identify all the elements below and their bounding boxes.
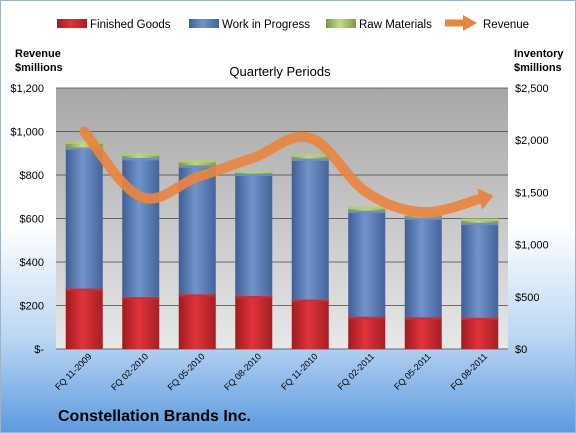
bar-raw-materials	[65, 141, 103, 148]
bar-finished-goods	[404, 317, 442, 349]
revenue-line	[79, 126, 494, 217]
bar-work-in-progress-cap	[404, 217, 442, 220]
left-tick-label: $1,000	[10, 127, 44, 139]
x-tick-label: FQ 05-2011	[392, 351, 433, 392]
bar-work-in-progress	[404, 217, 442, 318]
bar-work-in-progress	[65, 147, 103, 289]
bar-work-in-progress-cap	[348, 210, 386, 214]
bar-finished-goods-cap	[404, 317, 442, 320]
bar-work-in-progress	[348, 210, 386, 317]
legend-swatch-raw-materials	[326, 19, 356, 28]
bar-work-in-progress-cap	[65, 147, 103, 151]
left-axis-title-line1: Revenue	[15, 48, 61, 60]
left-axis-ticks: $- $200 $400 $600 $800 $1,000 $1,200	[10, 83, 44, 356]
bar-finished-goods-cap	[461, 317, 499, 321]
bar-work-in-progress	[122, 157, 160, 297]
x-tick-label: FQ 11-2009	[53, 351, 94, 392]
bar-raw-materials-cap	[461, 218, 499, 221]
x-tick-label: FQ 08-2011	[449, 351, 490, 392]
bar-finished-goods-cap	[235, 295, 273, 299]
right-tick-label: $500	[515, 292, 539, 304]
bar-finished-goods-cap	[178, 294, 216, 297]
revenue-arrowhead	[477, 188, 494, 210]
bar-finished-goods-cap	[122, 296, 160, 300]
bar-work-in-progress-cap	[178, 165, 216, 168]
bar-raw-materials-cap	[291, 154, 329, 157]
bar-finished-goods-cap	[65, 288, 103, 291]
x-tick-label: FQ 08-2010	[222, 351, 263, 392]
bar-work-in-progress-cap	[291, 158, 329, 161]
bar-finished-goods-cap	[348, 316, 386, 320]
x-tick-label: FQ 05-2010	[166, 351, 207, 392]
bar-finished-goods-cap	[291, 299, 329, 302]
right-tick-label: $2,000	[515, 135, 549, 147]
bar-work-in-progress	[235, 173, 273, 296]
legend-label-work-in-progress: Work in Progress	[222, 19, 310, 31]
left-tick-label: $-	[34, 344, 44, 356]
bar-raw-materials-cap	[122, 153, 160, 156]
bar-work-in-progress	[461, 222, 499, 318]
legend-label-raw-materials: Raw Materials	[359, 19, 432, 31]
left-tick-label: $400	[20, 257, 44, 269]
legend-label-finished-goods: Finished Goods	[90, 19, 171, 31]
left-tick-label: $200	[20, 301, 44, 313]
x-tick-label: FQ 02-2011	[336, 351, 377, 392]
legend-swatch-revenue	[445, 15, 477, 31]
bar-raw-materials-cap	[65, 141, 103, 144]
legend-swatch-finished-goods	[57, 19, 87, 28]
legend-swatch-work-in-progress	[189, 19, 219, 28]
bar-finished-goods	[291, 299, 329, 349]
bar-raw-materials-cap	[235, 170, 273, 173]
bar-work-in-progress-cap	[461, 222, 499, 226]
bar-work-in-progress-cap	[122, 157, 160, 161]
company-name: Constellation Brands Inc.	[58, 408, 251, 425]
right-tick-label: $1,000	[515, 240, 549, 252]
left-axis-title-line2: $millions	[15, 62, 63, 74]
bar-work-in-progress	[291, 158, 329, 300]
bar-finished-goods	[235, 295, 273, 349]
bar-raw-materials-cap	[348, 206, 386, 209]
left-tick-label: $1,200	[10, 83, 44, 95]
chart-title: Quarterly Periods	[229, 64, 331, 79]
right-tick-label: $1,500	[515, 187, 549, 199]
right-axis-title-line1: Inventory	[514, 48, 564, 60]
x-axis-ticks: FQ 11-2009 FQ 02-2010 FQ 05-2010 FQ 08-2010…	[53, 351, 489, 392]
left-tick-label: $600	[20, 214, 44, 226]
bar-finished-goods	[461, 317, 499, 349]
bar-finished-goods	[65, 288, 103, 349]
x-tick-label: FQ 02-2010	[109, 351, 150, 392]
bar-raw-materials	[178, 160, 216, 166]
bar-work-in-progress-cap	[235, 173, 273, 177]
right-axis-title-line2: $millions	[514, 62, 562, 74]
legend-label-revenue: Revenue	[483, 19, 529, 31]
x-tick-label: FQ 11-2010	[279, 351, 320, 392]
left-tick-label: $800	[20, 170, 44, 182]
legend: Finished Goods Work in Progress Raw Mate…	[57, 15, 529, 31]
right-axis-ticks: $0 $500 $1,000 $1,500 $2,000 $2,500	[515, 83, 549, 356]
bar-finished-goods	[348, 316, 386, 349]
right-tick-label: $2,500	[515, 83, 549, 95]
bar-finished-goods	[178, 294, 216, 349]
bar-raw-materials-cap	[178, 160, 216, 163]
bars	[65, 141, 499, 349]
bar-finished-goods	[122, 296, 160, 349]
right-tick-label: $0	[515, 344, 527, 356]
